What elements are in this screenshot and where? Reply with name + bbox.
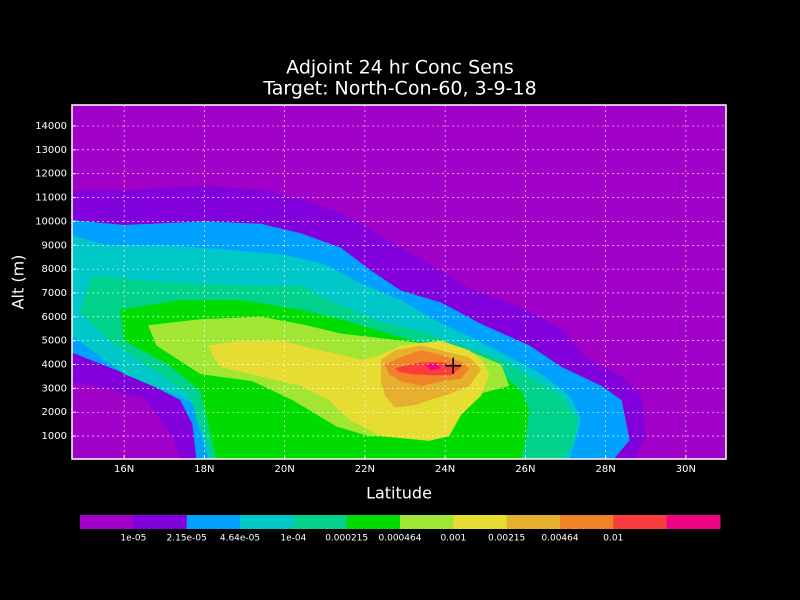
x-tick-label: 20N	[275, 464, 295, 475]
colorbar-label: 1e-05	[120, 534, 146, 544]
colorbar-label: 0.01	[603, 534, 623, 544]
x-tick-label: 30N	[676, 464, 696, 475]
contour-region	[395, 362, 462, 376]
chart-title: Adjoint 24 hr Conc Sens	[286, 57, 514, 79]
y-tick-label: 2000	[42, 407, 67, 418]
y-tick-label: 10000	[35, 216, 67, 227]
colorbar-label: 0.00215	[488, 534, 525, 544]
y-tick-label: 1000	[42, 431, 67, 442]
colorbar-label: 2.15e-05	[167, 534, 207, 544]
y-tick-label: 6000	[42, 312, 67, 323]
target-marker	[445, 357, 462, 374]
x-tick-label: 28N	[596, 464, 616, 475]
colorbar-box	[400, 515, 454, 529]
colorbar-label: 0.001	[440, 534, 466, 544]
x-tick-label: 24N	[435, 464, 455, 475]
y-tick-label: 13000	[35, 145, 67, 156]
colorbar-box	[346, 515, 401, 529]
colorbar-box	[186, 515, 241, 529]
colorbar-label: 0.00464	[541, 534, 578, 544]
y-tick-label: 8000	[42, 264, 67, 275]
y-tick-label: 11000	[35, 193, 67, 204]
colorbar-box	[506, 515, 561, 529]
y-tick-label: 3000	[42, 383, 67, 394]
x-tick-label: 26N	[515, 464, 535, 475]
colorbar-box	[666, 515, 721, 529]
x-tick-label: 22N	[355, 464, 375, 475]
y-tick-label: 7000	[42, 288, 67, 299]
y-tick-label: 5000	[42, 336, 67, 347]
colorbar-label: 1e-04	[280, 534, 306, 544]
colorbar-box	[453, 515, 508, 529]
colorbar-label: 4.64e-05	[220, 534, 260, 544]
colorbar-box	[240, 515, 294, 529]
colorbar-box	[560, 515, 614, 529]
x-tick-label: 18N	[194, 464, 214, 475]
colorbar-box	[613, 515, 668, 529]
contour-layer	[72, 105, 726, 459]
y-axis-label: Alt (m)	[9, 255, 28, 310]
colorbar-label: 0.000215	[325, 534, 368, 544]
colorbar-box	[133, 515, 188, 529]
colorbar-label: 0.000464	[379, 534, 422, 544]
colorbar-box	[293, 515, 348, 529]
chart-subtitle: Target: North-Con-60, 3-9-18	[262, 78, 536, 100]
plot-frame	[71, 104, 727, 460]
colorbar-box	[80, 515, 134, 529]
y-tick-label: 12000	[35, 169, 67, 180]
y-tick-label: 4000	[42, 360, 67, 371]
y-tick-label: 9000	[42, 240, 67, 251]
contour-region	[425, 363, 442, 371]
y-tick-label: 14000	[35, 121, 67, 132]
x-axis-label: Latitude	[366, 484, 432, 503]
x-tick-label: 16N	[114, 464, 134, 475]
